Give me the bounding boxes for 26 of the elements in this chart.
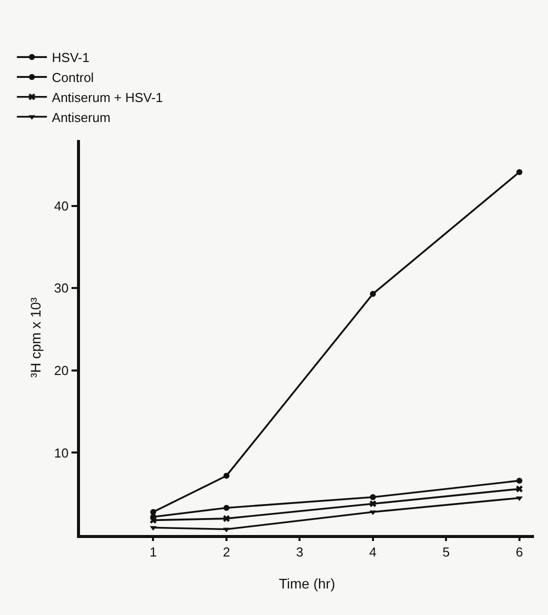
x-tick-label: 1 xyxy=(150,544,157,560)
point xyxy=(516,169,522,176)
y-tick-label: 10 xyxy=(54,445,69,460)
point xyxy=(370,290,376,297)
y-tick-label: 30 xyxy=(54,280,69,296)
point xyxy=(370,494,376,500)
point xyxy=(223,515,230,522)
legend-label: Control xyxy=(52,70,94,86)
x-tick-label: 6 xyxy=(516,544,523,560)
y-tick-label: 20 xyxy=(54,362,69,378)
point xyxy=(223,472,230,479)
y-axis-title: ³H cpm x 10³ xyxy=(28,297,44,378)
point xyxy=(370,500,376,508)
y-tick-label: 40 xyxy=(54,198,69,214)
x-tick-label: 3 xyxy=(296,544,304,560)
x-tick-label: 5 xyxy=(442,544,450,560)
legend-label: Antiserum + HSV-1 xyxy=(52,90,163,105)
point xyxy=(516,486,523,492)
point xyxy=(223,504,230,511)
x-tick-label: 2 xyxy=(222,544,230,560)
legend-label: Antiserum xyxy=(52,110,110,125)
legend-label: HSV-1 xyxy=(52,50,90,66)
x-axis-title: Time (hr) xyxy=(278,576,336,592)
point xyxy=(150,516,157,524)
point xyxy=(516,478,522,484)
x-tick-label: 4 xyxy=(369,544,377,560)
